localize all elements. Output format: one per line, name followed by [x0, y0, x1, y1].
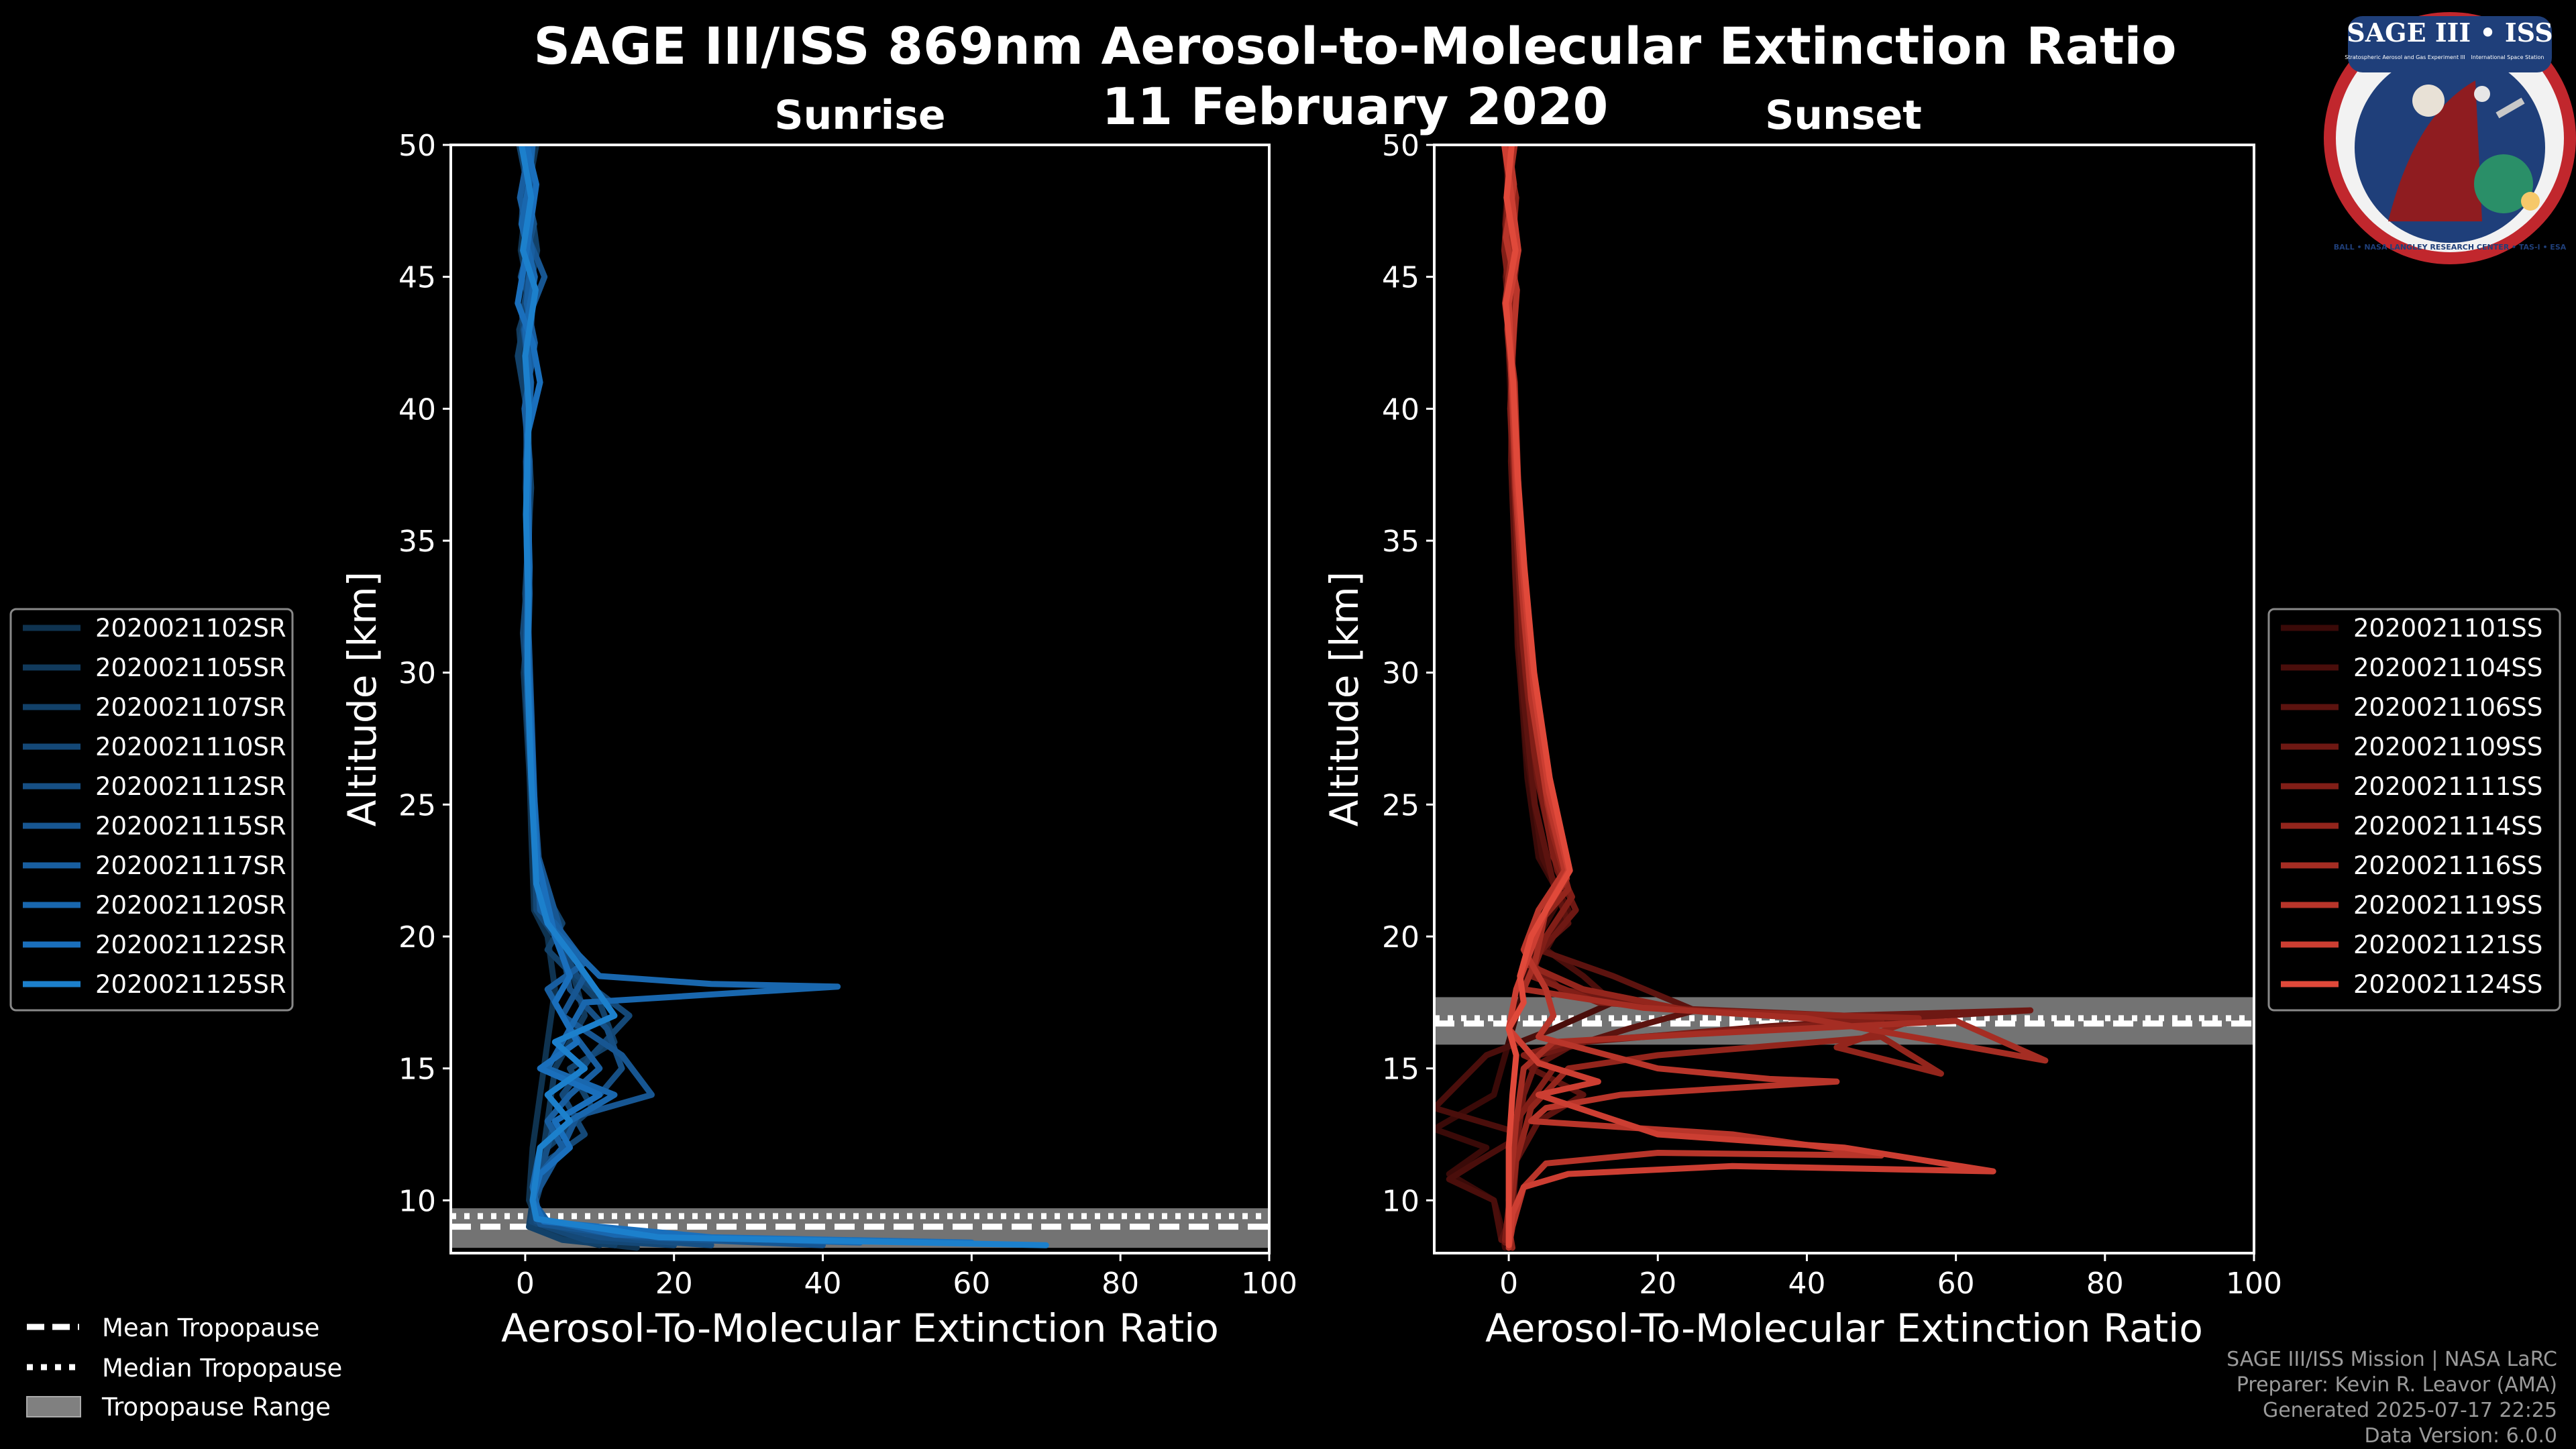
- sunrise-plot-area: [451, 145, 1269, 1253]
- logo-figure-head: [2412, 85, 2445, 117]
- sunrise-x-tick-label: 0: [516, 1267, 535, 1301]
- sunset-y-tick-label: 20: [1382, 920, 1419, 955]
- sunset-x-tick-label: 100: [2226, 1267, 2282, 1301]
- logo-sun: [2521, 192, 2540, 211]
- sunset-y-tick-label: 50: [1382, 129, 1419, 163]
- sunset-x-axis-label: Aerosol-To-Molecular Extinction Ratio: [1485, 1305, 2203, 1351]
- sunset-legend: 2020021101SS 2020021104SS 2020021106SS 2020…: [2267, 608, 2561, 1012]
- sunset-x-tick-label: 0: [1499, 1267, 1518, 1301]
- legend-label-2020021115SR: 2020021115SR: [95, 812, 286, 841]
- sunrise-panel-title: Sunrise: [774, 92, 945, 139]
- sunrise-y-tick-label: 15: [398, 1053, 436, 1087]
- series-line-2020021124SS: [1503, 145, 1573, 1248]
- sunrise-y-tick-label: 30: [398, 657, 436, 691]
- sunrise-x-ticks: 0 20 40 60 80 100: [516, 1253, 1297, 1301]
- legend-label-2020021124SS: 2020021124SS: [2353, 970, 2542, 999]
- legend-label-2020021111SS: 2020021111SS: [2353, 772, 2542, 801]
- logo-station: [2496, 97, 2525, 119]
- sunrise-legend: 2020021102SR 2020021105SR 2020021107SR 2020…: [9, 608, 294, 1012]
- legend-label-2020021116SS: 2020021116SS: [2353, 851, 2542, 880]
- tropopause-range-swatch: [26, 1396, 81, 1417]
- sunset-x-tick-label: 60: [1937, 1267, 1975, 1301]
- logo-moon: [2474, 86, 2490, 102]
- logo-subtitle-left: Stratospheric Aerosol and Gas Experiment…: [2345, 54, 2465, 60]
- logo-earth: [2474, 154, 2533, 213]
- sunrise-y-axis-label: Altitude [km]: [339, 572, 385, 826]
- sunset-y-axis-label: Altitude [km]: [1322, 572, 1367, 826]
- credit-preparer: Preparer: Kevin R. Leavor (AMA): [2237, 1373, 2557, 1397]
- sunset-axes-frame: [1433, 144, 2255, 1254]
- legend-label-2020021110SR: 2020021110SR: [95, 733, 286, 761]
- logo-ring-text: BALL • NASA LANGLEY RESEARCH CENTER • TA…: [2334, 243, 2567, 252]
- sunset-y-tick-label: 30: [1382, 657, 1419, 691]
- sage-iii-iss-logo: SAGE III • ISS Stratospheric Aerosol and…: [2324, 12, 2576, 264]
- sunrise-y-tick-label: 20: [398, 920, 436, 955]
- legend-label-2020021102SR: 2020021102SR: [95, 614, 286, 643]
- legend-label-2020021105SR: 2020021105SR: [95, 653, 286, 682]
- sunset-legend-box: [2267, 608, 2561, 1012]
- sunrise-y-tick-label: 25: [398, 788, 436, 822]
- sunrise-x-tick-label: 100: [1241, 1267, 1297, 1301]
- sunrise-x-axis-label: Aerosol-To-Molecular Extinction Ratio: [501, 1305, 1219, 1351]
- legend-label-2020021101SS: 2020021101SS: [2353, 614, 2542, 643]
- legend-label-2020021112SR: 2020021112SR: [95, 772, 286, 801]
- logo-figure-robe: [2388, 80, 2482, 221]
- logo-name-text: SAGE III • ISS: [2347, 17, 2553, 48]
- sunrise-axes-frame: [449, 144, 1271, 1254]
- logo-subtitle-right: International Space Station: [2471, 54, 2544, 60]
- sunrise-x-tick-label: 40: [804, 1267, 842, 1301]
- sunrise-panel: 0 20 40 60 80 100 10 15 20 25 30 35 40 45 50 Aerosol-…: [339, 129, 1297, 1351]
- legend-label-2020021107SR: 2020021107SR: [95, 693, 286, 722]
- legend-label-2020021122SR: 2020021122SR: [95, 930, 286, 959]
- sunset-y-tick-label: 25: [1382, 788, 1419, 822]
- sunrise-x-tick-label: 80: [1102, 1267, 1139, 1301]
- legend-label-2020021121SS: 2020021121SS: [2353, 930, 2542, 959]
- series-line-2020021125SR: [518, 145, 1049, 1248]
- sunset-y-tick-label: 45: [1382, 261, 1419, 295]
- sunrise-y-tick-label: 10: [398, 1184, 436, 1218]
- sunrise-y-tick-label: 45: [398, 261, 436, 295]
- sunrise-x-tick-label: 60: [953, 1267, 990, 1301]
- legend-label-2020021119SS: 2020021119SS: [2353, 891, 2542, 920]
- legend-label-2020021117SR: 2020021117SR: [95, 851, 286, 880]
- figure-date: 11 February 2020: [1102, 76, 1609, 136]
- sunset-x-tick-label: 80: [2086, 1267, 2124, 1301]
- legend-label-2020021114SS: 2020021114SS: [2353, 812, 2542, 841]
- mean-tropopause-label: Mean Tropopause: [102, 1313, 320, 1342]
- median-tropopause-label: Median Tropopause: [102, 1354, 342, 1383]
- sunset-panel: 0 20 40 60 80 100 10 15 20 25 30 35 40 45 50 Aerosol-…: [1322, 129, 2282, 1351]
- legend-label-2020021109SS: 2020021109SS: [2353, 733, 2542, 761]
- sunrise-y-ticks: 10 15 20 25 30 35 40 45 50: [398, 129, 451, 1218]
- sunset-panel-title: Sunset: [1765, 92, 1922, 139]
- tropopause-range-label: Tropopause Range: [101, 1393, 331, 1421]
- credit-data-version: Data Version: 6.0.0: [2365, 1424, 2557, 1448]
- logo-name-banner: [2348, 16, 2552, 72]
- sunrise-y-tick-label: 40: [398, 392, 436, 427]
- sunrise-series-lines: [515, 145, 1049, 1251]
- legend-label-2020021106SS: 2020021106SS: [2353, 693, 2542, 722]
- sunrise-x-tick-label: 20: [655, 1267, 693, 1301]
- sunset-x-ticks: 0 20 40 60 80 100: [1499, 1253, 2282, 1301]
- sunset-plot-area: [1434, 145, 2254, 1253]
- legend-label-2020021104SS: 2020021104SS: [2353, 653, 2542, 682]
- sunset-x-tick-label: 20: [1639, 1267, 1676, 1301]
- figure-title: SAGE III/ISS 869nm Aerosol-to-Molecular …: [533, 16, 2176, 76]
- sunrise-y-tick-label: 35: [398, 525, 436, 559]
- sunset-x-tick-label: 40: [1788, 1267, 1825, 1301]
- legend-label-2020021125SR: 2020021125SR: [95, 970, 286, 999]
- sunset-y-tick-label: 35: [1382, 525, 1419, 559]
- tropopause-legend: Mean Tropopause Median Tropopause Tropop…: [26, 1313, 342, 1421]
- sunset-y-tick-label: 10: [1382, 1184, 1419, 1218]
- sunrise-y-tick-label: 50: [398, 129, 436, 163]
- sunset-y-tick-label: 15: [1382, 1053, 1419, 1087]
- sunset-series-lines: [1434, 145, 2049, 1251]
- sunrise-legend-box: [9, 608, 294, 1012]
- credit-mission: SAGE III/ISS Mission | NASA LaRC: [2226, 1348, 2557, 1371]
- legend-label-2020021120SR: 2020021120SR: [95, 891, 286, 920]
- credit-generated: Generated 2025-07-17 22:25: [2263, 1399, 2557, 1422]
- sunset-y-ticks: 10 15 20 25 30 35 40 45 50: [1382, 129, 1434, 1218]
- credits: SAGE III/ISS Mission | NASA LaRC Prepare…: [2226, 1348, 2557, 1448]
- sunset-y-tick-label: 40: [1382, 392, 1419, 427]
